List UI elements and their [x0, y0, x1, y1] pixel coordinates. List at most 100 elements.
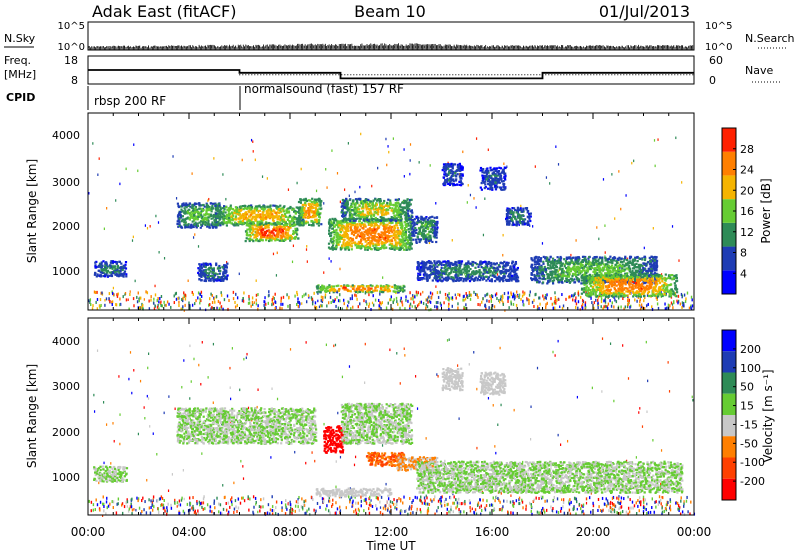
echo-cell: [381, 203, 383, 205]
noise-speck: [328, 301, 329, 304]
echo-cell: [258, 215, 260, 217]
echo-cell: [418, 231, 420, 233]
echo-cell: [417, 217, 419, 219]
echo-cell: [435, 241, 437, 243]
echo-cell: [231, 211, 233, 213]
noise-speck: [321, 304, 322, 307]
noise-speck: [124, 293, 125, 296]
noise-speck: [519, 294, 520, 297]
noise-speck: [410, 303, 411, 306]
noise-speck: [569, 295, 570, 298]
echo-cell: [376, 290, 378, 292]
echo-cell: [373, 200, 375, 202]
echo-cell: [399, 249, 401, 251]
noise-speck: [452, 239, 453, 242]
echo-cell: [177, 203, 179, 205]
noise-speck: [337, 172, 338, 175]
echo-cell: [426, 233, 428, 235]
echo-cell: [256, 224, 258, 226]
echo-cell: [120, 270, 122, 272]
echo-cell: [370, 212, 372, 214]
noise-speck: [484, 197, 485, 200]
echo-cell: [389, 240, 391, 242]
noise-speck: [501, 299, 502, 302]
echo-cell: [281, 237, 283, 239]
echo-cell: [314, 204, 316, 206]
echo-cell: [390, 235, 392, 237]
noise-speck: [99, 304, 100, 307]
nsky-label: N.Sky: [4, 32, 36, 45]
noise-speck: [591, 301, 592, 304]
noise-speck: [174, 294, 175, 297]
echo-cell: [341, 202, 343, 204]
noise-speck: [183, 291, 184, 294]
echo-cell: [352, 288, 354, 290]
echo-cell: [334, 233, 336, 235]
echo-cell: [345, 203, 347, 205]
echo-cell: [209, 263, 211, 265]
echo-cell: [189, 203, 191, 205]
echo-cell: [337, 233, 339, 235]
noise-speck: [212, 301, 213, 304]
noise-speck: [160, 301, 161, 304]
echo-cell: [394, 286, 396, 288]
echo-cell: [205, 266, 207, 268]
noise-speck: [135, 280, 136, 283]
echo-cell: [318, 200, 320, 202]
noise-speck: [520, 205, 521, 208]
echo-cell: [223, 272, 225, 274]
noise-speck: [192, 304, 193, 307]
noise-speck: [176, 298, 177, 301]
freq-tick-low: 8: [71, 74, 78, 87]
noise-speck: [92, 142, 93, 145]
echo-cell: [351, 209, 353, 211]
power-echo-regions: [94, 163, 678, 298]
echo-cell: [117, 274, 119, 276]
echo-cell: [268, 230, 270, 232]
noise-speck: [274, 293, 275, 296]
noise-speck: [388, 151, 389, 154]
noise-speck: [407, 300, 408, 303]
noise-speck: [299, 302, 300, 305]
echo-cell: [316, 221, 318, 223]
noise-speck: [578, 300, 579, 303]
noise-speck: [133, 297, 134, 300]
noise-speck: [655, 165, 656, 168]
noise-speck: [330, 301, 331, 304]
noise-speck: [243, 291, 244, 294]
echo-cell: [177, 205, 179, 207]
echo-cell: [212, 217, 214, 219]
noise-speck: [590, 297, 591, 300]
noise-speck: [378, 299, 379, 302]
echo-cell: [186, 224, 188, 226]
echo-cell: [411, 199, 413, 201]
echo-cell: [393, 212, 395, 214]
echo-cell: [202, 273, 204, 275]
echo-cell: [343, 236, 345, 238]
noise-speck: [145, 224, 146, 227]
echo-cell: [216, 216, 218, 218]
echo-cell: [303, 198, 305, 200]
echo-cell: [125, 275, 127, 277]
noise-speck: [382, 301, 383, 304]
noise-speck: [627, 299, 628, 302]
echo-cell: [212, 277, 214, 279]
echo-cell: [345, 219, 347, 221]
echo-cell: [271, 230, 273, 232]
noise-speck: [136, 296, 137, 299]
echo-cell: [257, 229, 259, 231]
echo-cell: [254, 209, 256, 211]
noise-speck: [575, 300, 576, 303]
echo-cell: [406, 204, 408, 206]
echo-cell: [405, 225, 407, 227]
echo-cell: [350, 229, 352, 231]
echo-cell: [200, 212, 202, 214]
noise-speck: [604, 224, 605, 227]
echo-cell: [205, 212, 207, 214]
echo-cell: [241, 217, 243, 219]
noise-speck: [629, 306, 630, 309]
noise-speck: [283, 296, 284, 299]
noise-speck: [363, 299, 364, 302]
echo-cell: [223, 215, 225, 217]
noise-speck: [281, 297, 282, 300]
